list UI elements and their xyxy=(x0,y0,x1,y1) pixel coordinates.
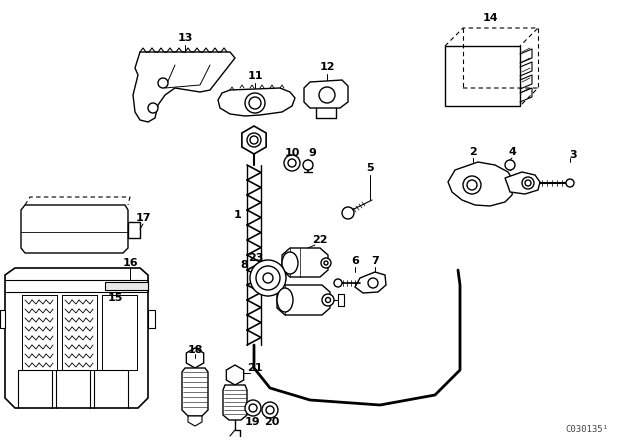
Polygon shape xyxy=(128,222,140,238)
Text: 1: 1 xyxy=(234,210,242,220)
Circle shape xyxy=(566,179,574,187)
Polygon shape xyxy=(505,172,540,194)
Polygon shape xyxy=(186,348,204,368)
Text: 12: 12 xyxy=(319,62,335,72)
Circle shape xyxy=(334,279,342,287)
Circle shape xyxy=(256,266,280,290)
Polygon shape xyxy=(277,285,330,315)
Text: 13: 13 xyxy=(177,33,193,43)
Polygon shape xyxy=(182,368,208,416)
Circle shape xyxy=(245,400,261,416)
Polygon shape xyxy=(148,310,155,328)
Text: 2: 2 xyxy=(469,147,477,157)
Polygon shape xyxy=(223,385,247,420)
Text: C030135¹: C030135¹ xyxy=(565,425,608,434)
Text: 20: 20 xyxy=(264,417,280,427)
Polygon shape xyxy=(304,80,348,108)
Polygon shape xyxy=(282,248,328,277)
Text: 22: 22 xyxy=(312,235,328,245)
Text: 23: 23 xyxy=(248,253,264,263)
Text: 8: 8 xyxy=(240,260,248,270)
Circle shape xyxy=(247,133,261,147)
Circle shape xyxy=(522,177,534,189)
Ellipse shape xyxy=(282,252,298,274)
Polygon shape xyxy=(242,126,266,154)
Circle shape xyxy=(250,136,258,144)
Text: 14: 14 xyxy=(482,13,498,23)
Circle shape xyxy=(245,93,265,113)
Text: 21: 21 xyxy=(247,363,263,373)
Text: 15: 15 xyxy=(108,293,123,303)
Polygon shape xyxy=(21,205,128,253)
Ellipse shape xyxy=(277,288,293,312)
Text: 4: 4 xyxy=(508,147,516,157)
Circle shape xyxy=(250,260,286,296)
Circle shape xyxy=(266,406,274,414)
Circle shape xyxy=(505,160,515,170)
Circle shape xyxy=(249,97,261,109)
Circle shape xyxy=(368,278,378,288)
Circle shape xyxy=(324,261,328,265)
Circle shape xyxy=(148,103,158,113)
Polygon shape xyxy=(227,365,244,385)
Circle shape xyxy=(158,78,168,88)
Text: 6: 6 xyxy=(351,256,359,266)
Circle shape xyxy=(284,155,300,171)
Circle shape xyxy=(288,159,296,167)
Circle shape xyxy=(467,180,477,190)
Polygon shape xyxy=(105,282,148,290)
Polygon shape xyxy=(5,268,148,408)
Polygon shape xyxy=(133,52,235,122)
Circle shape xyxy=(262,402,278,418)
Circle shape xyxy=(249,404,257,412)
Circle shape xyxy=(326,297,330,302)
Polygon shape xyxy=(218,88,295,116)
Circle shape xyxy=(263,273,273,283)
Circle shape xyxy=(525,180,531,186)
Circle shape xyxy=(322,294,334,306)
Polygon shape xyxy=(445,46,520,106)
Text: 17: 17 xyxy=(135,213,151,223)
Circle shape xyxy=(342,207,354,219)
Text: 5: 5 xyxy=(366,163,374,173)
Text: 3: 3 xyxy=(569,150,577,160)
Text: 16: 16 xyxy=(122,258,138,268)
Polygon shape xyxy=(188,416,202,426)
Polygon shape xyxy=(355,272,386,293)
Text: 10: 10 xyxy=(284,148,300,158)
Text: 7: 7 xyxy=(371,256,379,266)
Polygon shape xyxy=(448,162,514,206)
Text: 9: 9 xyxy=(308,148,316,158)
Circle shape xyxy=(303,160,313,170)
Circle shape xyxy=(321,258,331,268)
Text: 18: 18 xyxy=(188,345,203,355)
Text: 19: 19 xyxy=(245,417,261,427)
Polygon shape xyxy=(0,310,5,328)
Circle shape xyxy=(463,176,481,194)
Text: 11: 11 xyxy=(247,71,263,81)
Circle shape xyxy=(319,87,335,103)
